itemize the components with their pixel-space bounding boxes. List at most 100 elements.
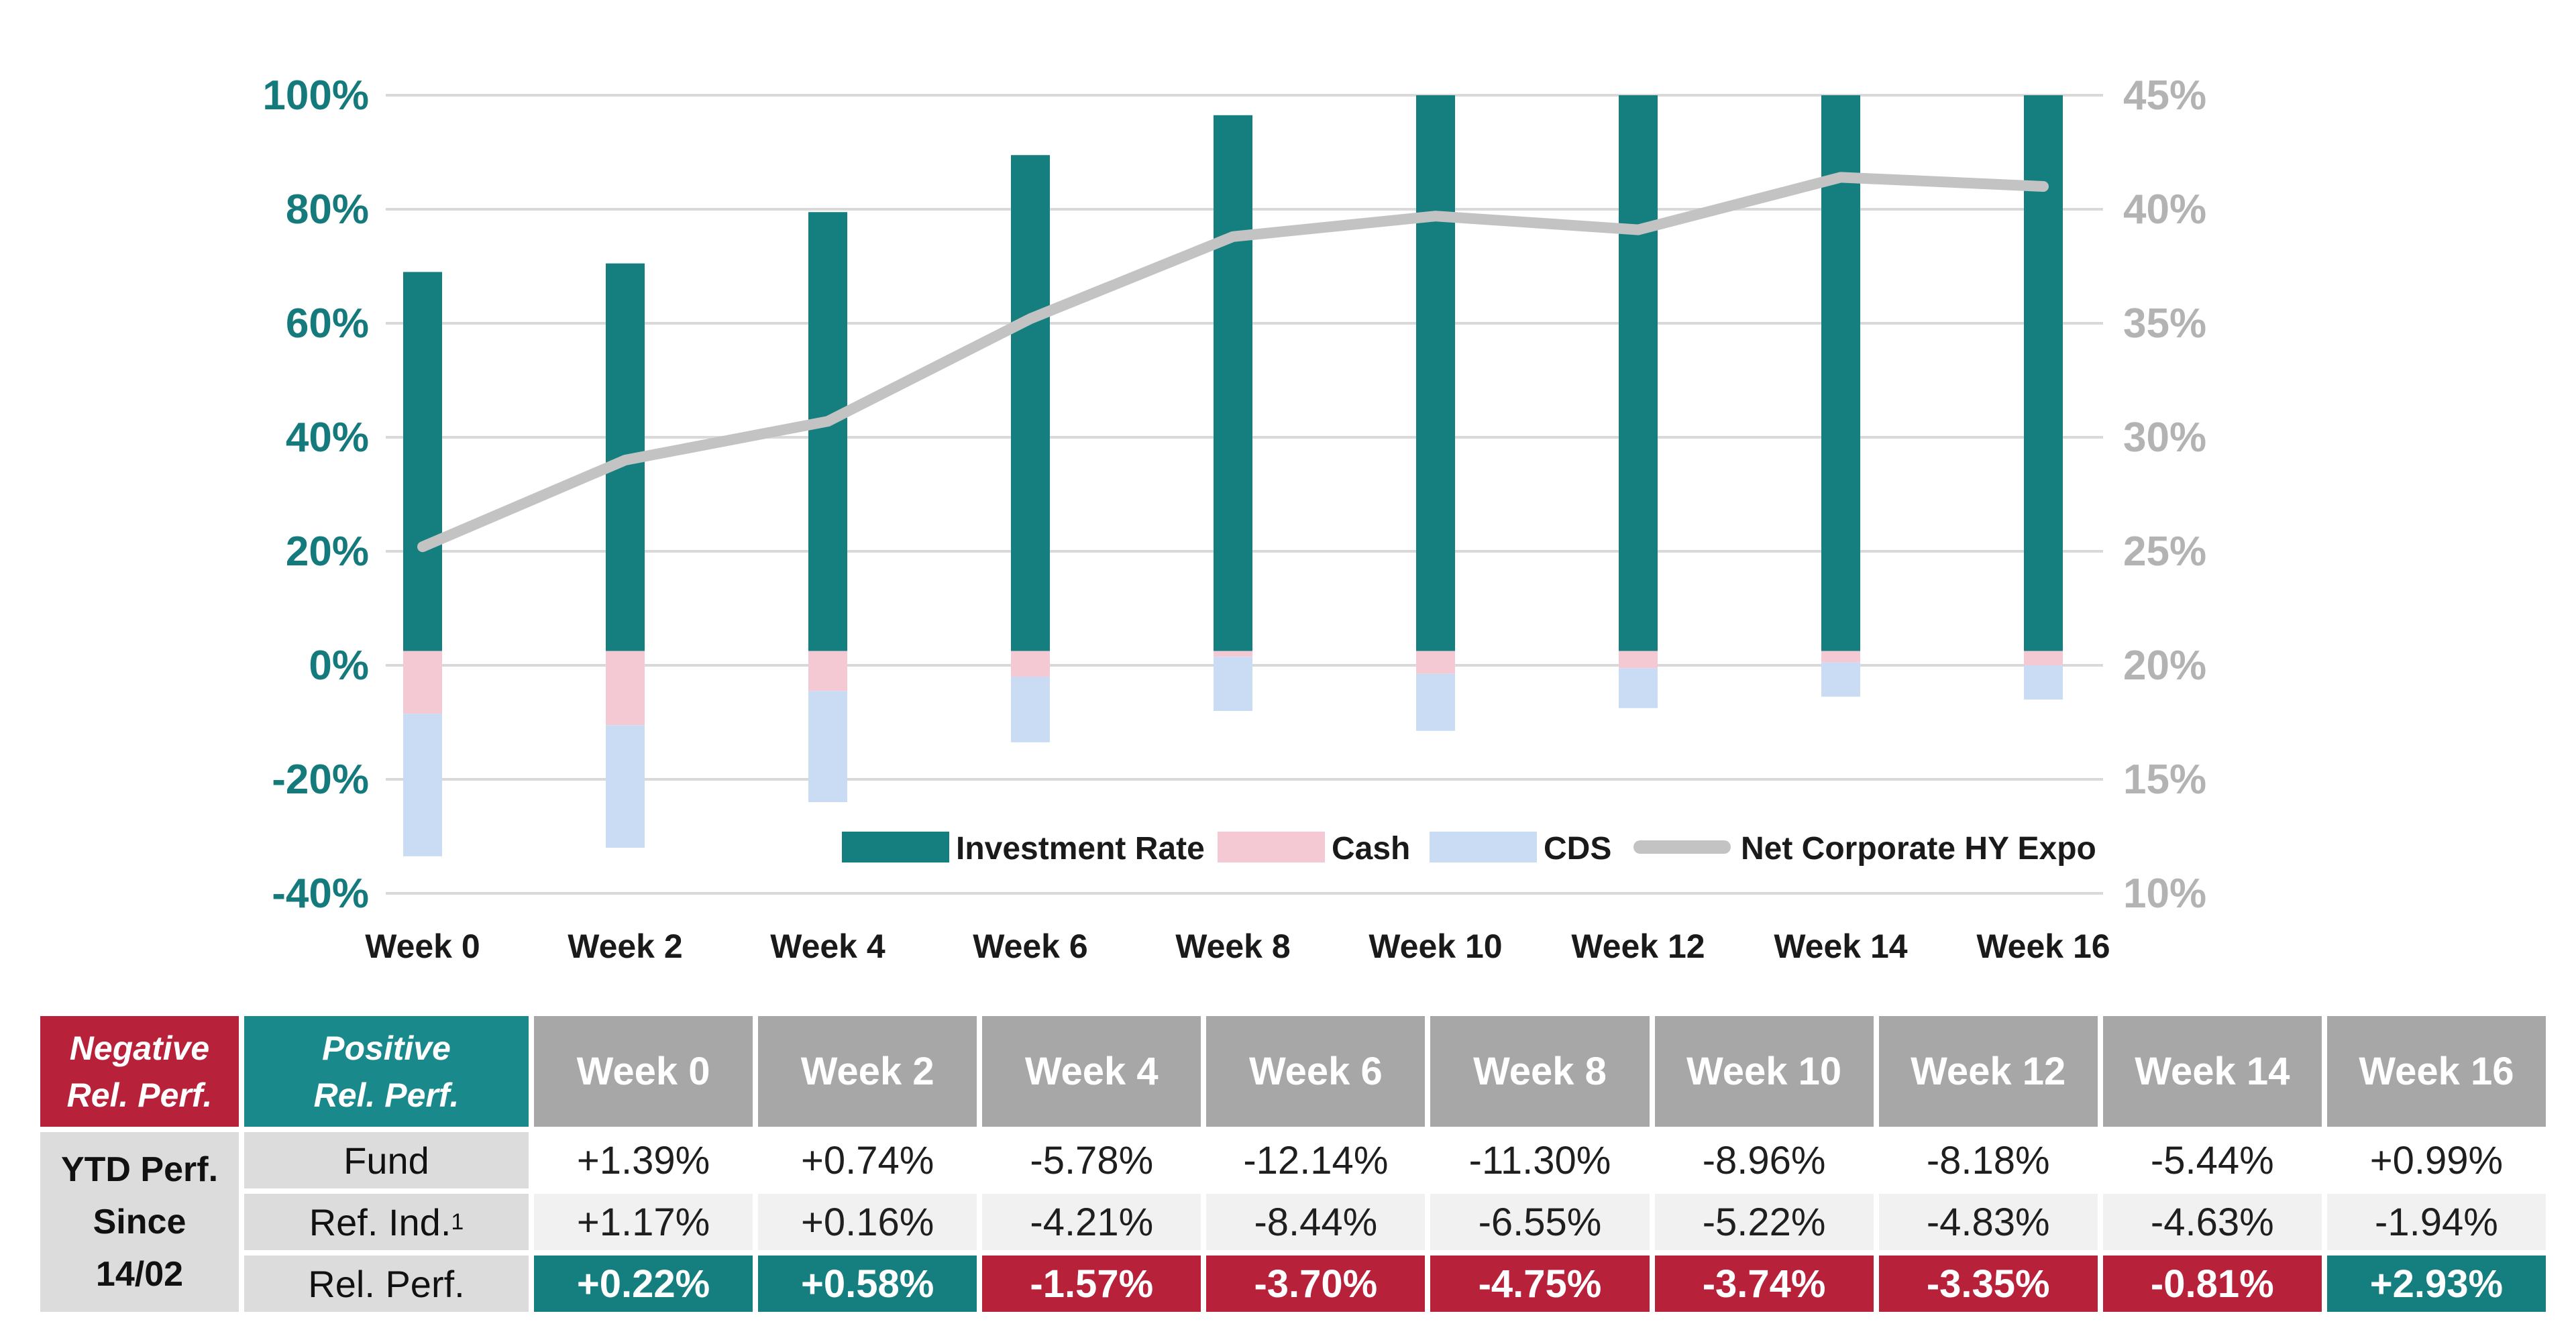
right-axis-tick-label: 15%	[2123, 757, 2206, 803]
rel-perf-value-cell: -3.74%	[1654, 1256, 1874, 1312]
table-header-week-10: Week 10	[1654, 1016, 1874, 1127]
right-axis-tick-label: 10%	[2123, 871, 2206, 917]
net-corporate-hy-expo-line	[417, 172, 2049, 553]
right-axis-tick-label: 30%	[2123, 414, 2206, 461]
bar-segment-cds	[1821, 662, 1860, 697]
bar-segment-cash	[1011, 651, 1050, 677]
fund-value-cell: -5.44%	[2102, 1132, 2322, 1188]
ref-ind-value-cell: -6.55%	[1430, 1194, 1650, 1250]
rel-perf-value-cell: +0.58%	[758, 1256, 977, 1312]
bar-segment-investment-rate	[1619, 95, 1658, 651]
fund-value-cell: +1.39%	[534, 1132, 753, 1188]
bar-segment-cds	[1619, 668, 1658, 708]
bar-segment-cash	[2024, 651, 2063, 665]
left-axis-tick-label: -20%	[272, 757, 369, 803]
ref-ind-value-cell: -5.22%	[1654, 1194, 1874, 1250]
bar-segment-cds	[1416, 673, 1455, 731]
table-header-week-12: Week 12	[1878, 1016, 2098, 1127]
left-axis-tick-label: 40%	[286, 414, 369, 461]
right-axis-tick-label: 35%	[2123, 300, 2206, 347]
fund-value-cell: -11.30%	[1430, 1132, 1650, 1188]
bar-segment-investment-rate	[1011, 155, 1050, 651]
bar-segment-investment-rate	[403, 272, 442, 651]
bar-segment-cash	[1821, 651, 1860, 663]
ref-ind-value-cell: -1.94%	[2326, 1194, 2546, 1250]
legend-negative-rel-perf: Negative Rel. Perf.	[40, 1016, 239, 1127]
table-header-week-8: Week 8	[1430, 1016, 1650, 1127]
ref-ind-label-text: Ref. Ind.	[309, 1201, 451, 1243]
table-header-week-16: Week 16	[2326, 1016, 2546, 1127]
x-axis-label: Week 14	[1774, 928, 1907, 965]
ref-ind-value-cell: +0.16%	[758, 1194, 977, 1250]
bar-segment-investment-rate	[1821, 95, 1860, 651]
left-axis-tick-label: -40%	[272, 871, 369, 917]
table-header-week-2: Week 2	[758, 1016, 977, 1127]
rel-perf-value-cell: -3.35%	[1878, 1256, 2098, 1312]
performance-table: Negative Rel. Perf. Positive Rel. Perf. …	[40, 1016, 2546, 1312]
bar-segment-cds	[403, 714, 442, 856]
bar-segment-investment-rate	[1416, 95, 1455, 651]
combo-chart: 100% 80% 60% 40% 20% 0% -20% -40% 45% 40% 35% 30% 25…	[262, 72, 2206, 965]
rel-perf-value-cell: +2.93%	[2326, 1256, 2546, 1312]
left-axis-tick-label: 0%	[309, 643, 369, 689]
x-axis-label: Week 0	[365, 928, 480, 965]
legend-swatch-investment-rate	[842, 832, 949, 862]
ref-ind-value-cell: -4.21%	[982, 1194, 1201, 1250]
bar-segment-investment-rate	[808, 212, 847, 651]
ytd-perf-group-label: YTD Perf. Since 14/02	[40, 1132, 239, 1312]
ref-ind-value-cell: -4.63%	[2102, 1194, 2322, 1250]
x-axis-label: Week 16	[1976, 928, 2110, 965]
bar-segment-cash	[403, 651, 442, 714]
legend-swatch-cash	[1218, 832, 1325, 862]
left-axis-tick-label: 20%	[286, 528, 369, 575]
rel-perf-value-cell: -3.70%	[1206, 1256, 1426, 1312]
bar-segment-investment-rate	[2024, 95, 2063, 651]
left-axis-tick-label: 80%	[286, 186, 369, 233]
legend-label: Net Corporate HY Expo	[1741, 831, 2096, 867]
legend-label: Cash	[1332, 831, 1410, 867]
x-axis-label: Week 6	[973, 928, 1087, 965]
bar-segment-investment-rate	[1214, 115, 1252, 651]
ref-ind-value-cell: -8.44%	[1206, 1194, 1426, 1250]
table-header-week-0: Week 0	[534, 1016, 753, 1127]
x-axis-label: Week 10	[1368, 928, 1502, 965]
fund-value-cell: -12.14%	[1206, 1132, 1426, 1188]
legend-positive-rel-perf: Positive Rel. Perf.	[244, 1016, 529, 1127]
combo-chart-svg: 100% 80% 60% 40% 20% 0% -20% -40% 45% 40% 35% 30% 25…	[262, 72, 2206, 965]
row-label-rel-perf: Rel. Perf.	[244, 1256, 529, 1312]
bar-segment-cash	[1416, 651, 1455, 674]
bar-segment-cds	[808, 691, 847, 802]
table-header-week-6: Week 6	[1206, 1016, 1426, 1127]
legend-label: CDS	[1544, 831, 1611, 867]
row-label-fund: Fund	[244, 1132, 529, 1188]
table-header-week-4: Week 4	[982, 1016, 1201, 1127]
bar-segment-cash	[1214, 651, 1252, 657]
left-axis-tick-label: 60%	[286, 300, 369, 347]
bar-segment-cds	[606, 725, 645, 848]
bar-segment-cash	[1619, 651, 1658, 669]
legend-swatch-cds	[1430, 832, 1537, 862]
bar-segment-cash	[606, 651, 645, 726]
bar-segment-cash	[808, 651, 847, 691]
rel-perf-value-cell: -0.81%	[2102, 1256, 2322, 1312]
right-axis-tick-label: 45%	[2123, 72, 2206, 119]
x-axis-label: Week 8	[1175, 928, 1290, 965]
bar-segment-cds	[1011, 677, 1050, 742]
fund-value-cell: +0.99%	[2326, 1132, 2546, 1188]
rel-perf-value-cell: +0.22%	[534, 1256, 753, 1312]
right-axis-tick-label: 40%	[2123, 186, 2206, 233]
ref-ind-value-cell: +1.17%	[534, 1194, 753, 1250]
left-axis-tick-label: 100%	[262, 72, 369, 119]
rel-perf-value-cell: -1.57%	[982, 1256, 1201, 1312]
table-header-week-14: Week 14	[2102, 1016, 2322, 1127]
row-label-ref-ind: Ref. Ind. 1	[244, 1194, 529, 1250]
fund-value-cell: +0.74%	[758, 1132, 977, 1188]
fund-value-cell: -5.78%	[982, 1132, 1201, 1188]
x-axis-label: Week 12	[1571, 928, 1705, 965]
fund-value-cell: -8.18%	[1878, 1132, 2098, 1188]
fund-value-cell: -8.96%	[1654, 1132, 1874, 1188]
right-axis-tick-label: 25%	[2123, 528, 2206, 575]
x-axis-label: Week 4	[770, 928, 885, 965]
right-axis-tick-label: 20%	[2123, 643, 2206, 689]
bar-segment-cds	[1214, 657, 1252, 711]
